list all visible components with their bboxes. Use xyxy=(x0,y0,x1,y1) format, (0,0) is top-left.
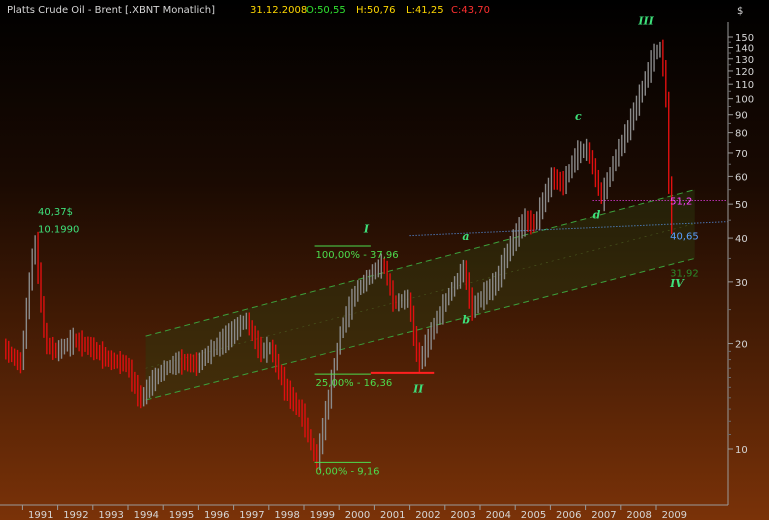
header-date: 31.12.2008 xyxy=(250,5,307,16)
peak-annotation: 10.1990 xyxy=(38,224,79,235)
y-tick-label: 10 xyxy=(735,445,748,456)
x-tick-label: 2004 xyxy=(486,510,511,520)
trend-channel-fill xyxy=(145,189,695,400)
y-tick-label: 60 xyxy=(735,172,748,183)
x-tick-label: 1999 xyxy=(310,510,335,520)
header-low: L:41,25 xyxy=(406,5,444,16)
y-tick-label: 30 xyxy=(735,278,748,289)
header-high: H:50,76 xyxy=(356,5,396,16)
currency-label: $ xyxy=(737,6,743,17)
elliott-wave-label: b xyxy=(462,314,470,327)
y-tick-label: 120 xyxy=(735,67,754,78)
support-level-label: 31,92 xyxy=(670,268,699,279)
trend-channel-lower-line xyxy=(145,257,695,401)
fib-level-label: 25,00% - 16,36 xyxy=(316,378,393,389)
x-tick-label: 1991 xyxy=(28,510,53,520)
x-tick-label: 1994 xyxy=(134,510,159,520)
x-tick-label: 1996 xyxy=(204,510,229,520)
y-tick-label: 130 xyxy=(735,55,754,66)
y-tick-label: 20 xyxy=(735,340,748,351)
support-level-line xyxy=(409,221,729,237)
x-tick-label: 1992 xyxy=(63,510,88,520)
peak-annotation: 40,37$ xyxy=(38,207,73,218)
y-tick-label: 40 xyxy=(735,234,748,245)
header-open: O:50,55 xyxy=(306,5,346,16)
elliott-wave-label: d xyxy=(593,208,601,221)
elliott-wave-label: II xyxy=(412,382,424,395)
x-tick-label: 2001 xyxy=(380,510,405,520)
support-level-label: 51,2 xyxy=(670,197,692,208)
x-tick-label: 2005 xyxy=(521,510,546,520)
x-tick-label: 2009 xyxy=(662,510,687,520)
y-tick-label: 90 xyxy=(735,111,748,122)
header-close: C:43,70 xyxy=(451,5,490,16)
x-tick-label: 2008 xyxy=(626,510,651,520)
trend-channel-upper-line xyxy=(145,189,695,337)
x-tick-label: 1998 xyxy=(274,510,299,520)
elliott-wave-label: III xyxy=(637,14,654,27)
support-level-label: 40,65 xyxy=(670,232,699,243)
x-tick-label: 1995 xyxy=(169,510,194,520)
x-tick-label: 1997 xyxy=(239,510,264,520)
x-tick-label: 2006 xyxy=(556,510,581,520)
x-tick-label: 2003 xyxy=(450,510,475,520)
trend-channel-middle-line xyxy=(145,223,695,369)
x-tick-label: 1993 xyxy=(98,510,123,520)
fib-level-label: 0,00% - 9,16 xyxy=(316,466,380,477)
y-tick-label: 140 xyxy=(735,43,754,54)
fib-level-label: 100,00% - 37,96 xyxy=(316,250,399,261)
elliott-wave-label: c xyxy=(575,110,582,123)
y-tick-label: 70 xyxy=(735,149,748,160)
x-tick-label: 2002 xyxy=(415,510,440,520)
y-tick-label: 50 xyxy=(735,200,748,211)
x-tick-label: 2000 xyxy=(345,510,370,520)
elliott-wave-label: IV xyxy=(669,277,685,290)
elliott-wave-label: I xyxy=(363,222,370,235)
x-tick-label: 2007 xyxy=(591,510,616,520)
header-instrument: Platts Crude Oil - Brent [.XBNT Monatlic… xyxy=(7,5,215,16)
y-tick-label: 80 xyxy=(735,129,748,140)
y-tick-label: 110 xyxy=(735,80,754,91)
y-tick-label: 150 xyxy=(735,33,754,44)
y-tick-label: 100 xyxy=(735,95,754,106)
elliott-wave-label: a xyxy=(462,230,469,243)
